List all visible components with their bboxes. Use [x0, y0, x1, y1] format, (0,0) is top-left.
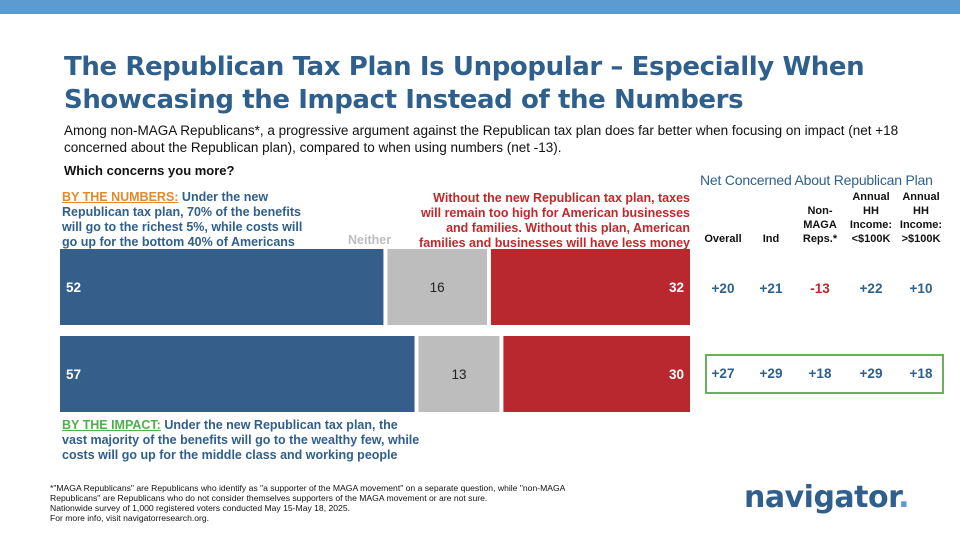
impact-argument-text: Under the new Republican tax plan, the v…: [62, 418, 420, 462]
net-cell: +20: [711, 281, 735, 296]
footnote: *"MAGA Republicans" are Republicans who …: [50, 483, 610, 523]
col-head-line: [748, 204, 794, 218]
opposing-bar: [503, 336, 690, 412]
bar-value-label: 13: [451, 367, 466, 382]
net-col-head-ind: Ind: [748, 190, 794, 246]
col-head-line: [797, 190, 843, 204]
net-col-head-non-maga: Non- MAGA Reps.*: [797, 190, 843, 246]
net-cell: +10: [909, 281, 933, 296]
neither-bar: [418, 336, 500, 412]
bar-value-label: 52: [66, 280, 81, 295]
col-head-line: HH: [913, 205, 929, 217]
progressive-bar: [60, 336, 415, 412]
net-table-title: Net Concerned About Republican Plan: [700, 172, 933, 188]
col-head-line: Ind: [762, 233, 780, 245]
bar-value-label: 32: [669, 280, 684, 295]
impact-argument-note: BY THE IMPACT: Under the new Republican …: [62, 418, 422, 463]
question-label: Which concerns you more?: [64, 163, 235, 178]
neither-label: Neither: [348, 233, 392, 247]
net-cell: +22: [859, 281, 883, 296]
highlight-box: [705, 354, 944, 394]
navigator-logo: navigator.: [744, 480, 910, 515]
col-head-line: Annual: [902, 191, 940, 203]
net-col-head-income-over: Annual HH Income: >$100K: [896, 190, 946, 246]
net-col-head-overall: Overall: [700, 190, 746, 246]
impact-argument-lead: BY THE IMPACT:: [62, 418, 161, 432]
page-subtitle: Among non-MAGA Republicans*, a progressi…: [64, 123, 899, 155]
bar-value-label: 57: [66, 367, 81, 382]
net-col-head-income-under: Annual HH Income: <$100K: [846, 190, 896, 246]
opposing-bar: [490, 249, 690, 325]
net-cell: +29: [859, 366, 883, 381]
numbers-argument-text: Under the new Republican tax plan, 70% o…: [62, 190, 303, 249]
col-head-line: <$100K: [851, 233, 891, 245]
col-head-line: [700, 204, 746, 218]
net-cell: +27: [711, 366, 735, 381]
col-head-line: [748, 218, 794, 232]
col-head-line: Annual: [852, 191, 890, 203]
logo-text: navigator: [744, 480, 899, 515]
neither-bar: [387, 249, 487, 325]
numbers-argument-note: BY THE NUMBERS: Under the new Republican…: [62, 190, 312, 250]
logo-dot: .: [898, 480, 910, 515]
col-head-line: MAGA: [803, 219, 837, 231]
footnote-line: Nationwide survey of 1,000 registered vo…: [50, 503, 350, 513]
col-head-line: Income:: [849, 219, 893, 231]
bar-value-label: 16: [430, 280, 445, 295]
col-head-line: Overall: [704, 233, 742, 245]
net-cell: +18: [808, 366, 832, 381]
numbers-argument-lead: BY THE NUMBERS:: [62, 190, 179, 204]
col-head-line: Income:: [899, 219, 943, 231]
top-accent-bar: [0, 0, 960, 14]
net-cell: +21: [759, 281, 783, 296]
col-head-line: Non-: [807, 205, 833, 217]
footnote-line: For more info, visit navigatorresearch.o…: [50, 513, 210, 523]
col-head-line: [700, 190, 746, 204]
col-head-line: [748, 190, 794, 204]
net-cell: +29: [759, 366, 783, 381]
col-head-line: Reps.*: [802, 233, 838, 245]
page-title: The Republican Tax Plan Is Unpopular – E…: [64, 52, 865, 115]
progressive-bar: [60, 249, 384, 325]
net-cell: +18: [909, 366, 933, 381]
bar-value-label: 30: [669, 367, 684, 382]
net-cell: -13: [810, 281, 830, 296]
col-head-line: [700, 218, 746, 232]
col-head-line: >$100K: [901, 233, 941, 245]
col-head-line: HH: [863, 205, 879, 217]
footnote-line: *"MAGA Republicans" are Republicans who …: [50, 483, 565, 503]
